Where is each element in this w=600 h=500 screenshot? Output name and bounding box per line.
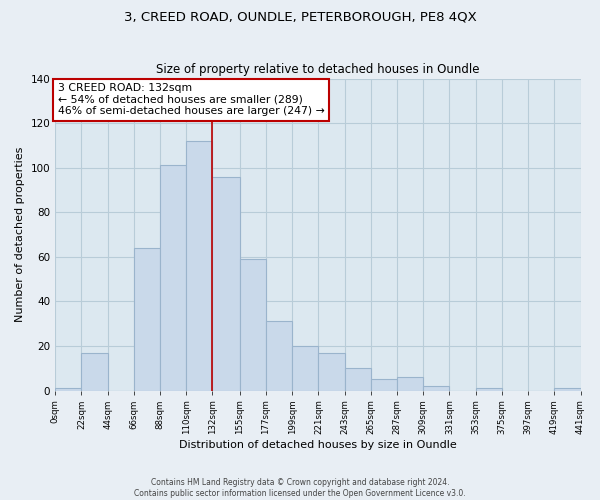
Bar — [212, 176, 240, 390]
X-axis label: Distribution of detached houses by size in Oundle: Distribution of detached houses by size … — [179, 440, 457, 450]
Bar — [160, 166, 186, 390]
Text: 3 CREED ROAD: 132sqm
← 54% of detached houses are smaller (289)
46% of semi-deta: 3 CREED ROAD: 132sqm ← 54% of detached h… — [58, 83, 325, 116]
Bar — [397, 377, 423, 390]
Bar — [266, 322, 292, 390]
Text: Contains HM Land Registry data © Crown copyright and database right 2024.
Contai: Contains HM Land Registry data © Crown c… — [134, 478, 466, 498]
Bar — [371, 380, 397, 390]
Text: 3, CREED ROAD, OUNDLE, PETERBOROUGH, PE8 4QX: 3, CREED ROAD, OUNDLE, PETERBOROUGH, PE8… — [124, 10, 476, 23]
Bar — [292, 346, 319, 391]
Bar — [344, 368, 371, 390]
Bar — [82, 352, 107, 391]
Bar — [186, 141, 212, 390]
Bar — [554, 388, 581, 390]
Bar — [423, 386, 449, 390]
Bar — [55, 388, 82, 390]
Bar — [476, 388, 502, 390]
Title: Size of property relative to detached houses in Oundle: Size of property relative to detached ho… — [156, 63, 479, 76]
Bar — [134, 248, 160, 390]
Y-axis label: Number of detached properties: Number of detached properties — [15, 147, 25, 322]
Bar — [240, 259, 266, 390]
Bar — [319, 352, 344, 391]
